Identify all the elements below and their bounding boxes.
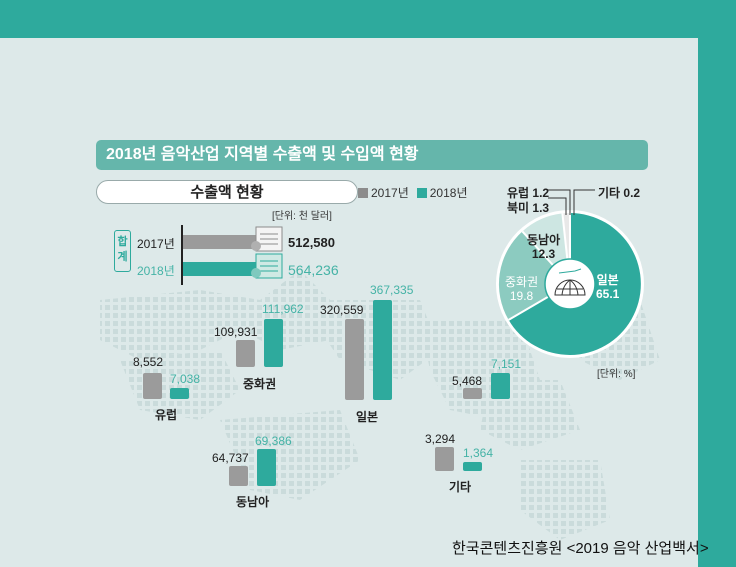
callout-other: 기타 0.2 [598, 186, 641, 200]
japan-label: 일본 [356, 410, 379, 424]
europe-bar-2017 [143, 373, 162, 399]
pie-label-china: 중화권 19.8 [505, 275, 539, 303]
pie-label-sea: 동남아 12.3 [527, 233, 561, 261]
unit-label-pie: [단위: %] [597, 369, 636, 380]
namerica-bar-2018 [491, 373, 510, 399]
total-year-2018: 2018년 [137, 264, 175, 278]
legend: 2017년 2018년 [358, 184, 468, 201]
source-credit: 한국콘텐츠진흥원 <2019 음악 산업백서> [452, 540, 709, 557]
chart-title: 2018년 음악산업 지역별 수출액 및 수입액 현황 [96, 140, 648, 170]
japan-value-2018: 367,335 [370, 283, 414, 297]
total-axis-line [181, 225, 183, 285]
legend-swatch-gray-icon [358, 188, 368, 198]
namerica-value-2017: 5,468 [452, 374, 483, 388]
china-label: 중화권 [243, 377, 277, 391]
china-value-2018: 111,962 [262, 302, 304, 316]
callout-namerica: 북미 1.3 [507, 201, 550, 215]
other-label: 기타 [449, 480, 472, 494]
china-value-2017: 109,931 [214, 325, 258, 339]
legend-2017: 2017년 [358, 184, 409, 201]
europe-label: 유럽 [155, 408, 178, 422]
other-value-2017: 3,294 [425, 432, 456, 446]
total-year-2017: 2017년 [137, 237, 175, 251]
unit-label-bars: [단위: 천 달러] [272, 211, 332, 222]
total-value-2017: 512,580 [288, 235, 335, 250]
donut-chart [496, 210, 644, 358]
china-bar-2017 [236, 340, 255, 367]
japan-bar-2017 [345, 319, 364, 400]
sea-value-2018: 69,386 [255, 434, 292, 448]
europe-bar-2018 [170, 388, 189, 399]
total-tag: 합계 [114, 230, 131, 272]
legend-2018: 2018년 [416, 184, 468, 201]
namerica-value-2018: 7,151 [491, 357, 522, 371]
namerica-bar-2017 [463, 388, 482, 399]
total-value-2018: 564,236 [288, 262, 339, 278]
sea-label: 동남아 [236, 495, 270, 509]
japan-bar-2018 [373, 300, 392, 400]
total-bar-2018 [183, 262, 265, 276]
total-bar-2017 [183, 235, 258, 249]
section-title-pill: 수출액 현황 [96, 180, 358, 204]
other-bar-2017 [435, 447, 454, 471]
europe-value-2018: 7,038 [170, 372, 201, 386]
pie-label-japan: 일본 65.1 [596, 273, 620, 301]
other-bar-2018 [463, 462, 482, 471]
globe-plane-icon [554, 268, 586, 296]
slice-china [498, 231, 570, 320]
china-bar-2018 [264, 319, 283, 367]
sea-bar-2017 [229, 466, 248, 486]
money-documents-icon [251, 226, 283, 252]
legend-swatch-teal-icon [416, 188, 427, 198]
sea-bar-2018 [257, 449, 276, 486]
other-value-2018: 1,364 [463, 446, 494, 460]
callout-lines [548, 189, 595, 215]
sea-value-2017: 64,737 [212, 451, 249, 465]
money-documents-icon-2018 [251, 253, 283, 279]
callout-europe: 유럽 1.2 [507, 186, 550, 200]
europe-value-2017: 8,552 [133, 355, 164, 369]
japan-value-2017: 320,559 [320, 303, 364, 317]
